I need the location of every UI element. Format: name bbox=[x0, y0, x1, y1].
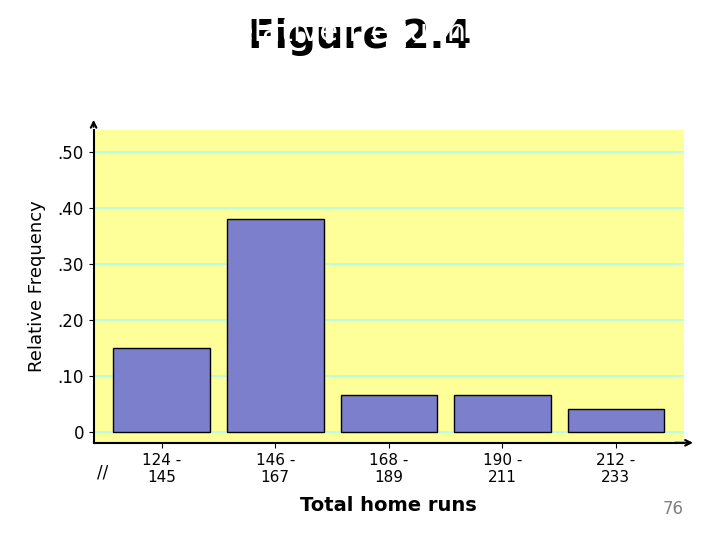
Text: Figure 2.4 Relative frequency histogram: Figure 2.4 Relative frequency histogram bbox=[55, 18, 665, 47]
Text: Figure 2.4: Figure 2.4 bbox=[248, 18, 472, 56]
Text: 76: 76 bbox=[663, 501, 684, 518]
Bar bbox=[114, 348, 210, 431]
Bar bbox=[227, 219, 323, 431]
X-axis label: Total home runs: Total home runs bbox=[300, 496, 477, 515]
Bar bbox=[567, 409, 664, 431]
Bar bbox=[454, 395, 551, 431]
Bar bbox=[341, 395, 437, 431]
Text: //: // bbox=[97, 463, 108, 481]
Y-axis label: Relative Frequency: Relative Frequency bbox=[28, 200, 46, 372]
